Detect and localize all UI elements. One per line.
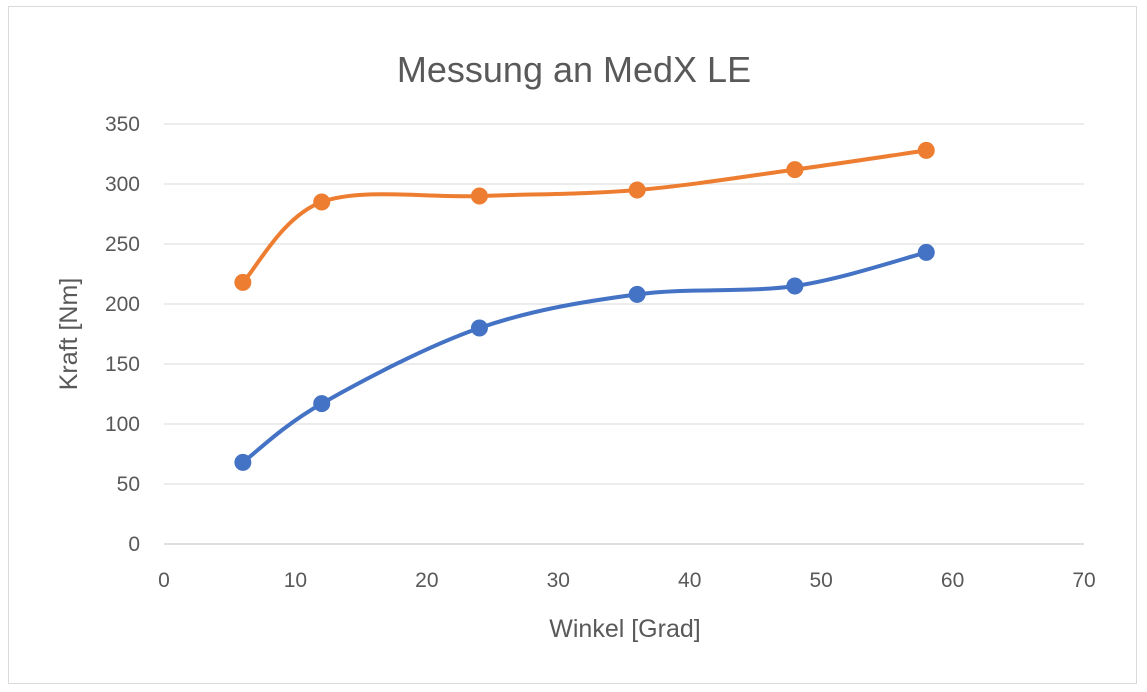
x-axis-tick-labels: 0 10 20 30 40 50 60 70 [158,569,1096,592]
series-lines [240,148,929,465]
series-1-point [234,453,252,471]
series-0-point [628,181,646,199]
gridlines [164,123,1084,485]
x-tick-label: 10 [284,569,307,592]
x-tick-label: 30 [547,569,570,592]
y-tick-label: 50 [117,473,140,496]
y-tick-label: 200 [105,293,140,316]
series-0-point [917,141,935,159]
y-tick-label: 0 [128,533,140,556]
series-0-point [313,193,331,211]
series-1-point [313,395,331,413]
line-chart: Messung an MedX LE 050100150200250300350… [55,49,1096,643]
series-1-point [470,319,488,337]
series-1-point [628,285,646,303]
x-tick-label: 50 [809,569,832,592]
y-tick-label: 300 [105,173,140,196]
y-tick-label: 250 [105,233,140,256]
y-tick-label: 150 [105,353,140,376]
data-points [234,141,935,471]
y-tick-label: 350 [105,113,140,136]
y-axis-tick-labels: 0 50 100 150 200 250 300 350 [105,113,140,556]
x-tick-label: 60 [941,569,964,592]
chart-title: Messung an MedX LE [397,49,751,90]
series-0-point [234,273,252,291]
series-1-point [917,243,935,261]
series-0-point [470,187,488,205]
x-tick-label: 20 [415,569,438,592]
y-tick-label: 100 [105,413,140,436]
x-tick-label: 0 [158,569,170,592]
chart-frame: Messung an MedX LE 0 50 100 150 200 250 300 350… [8,6,1137,684]
series-0-point [786,161,804,179]
y-axis-title: Kraft [Nm] [55,278,83,391]
x-tick-label: 40 [678,569,701,592]
x-axis-title: Winkel [Grad] [549,615,700,643]
series-1-line [240,250,929,465]
x-tick-label: 70 [1072,569,1095,592]
series-1-point [786,277,804,295]
series-0-line [240,148,929,285]
